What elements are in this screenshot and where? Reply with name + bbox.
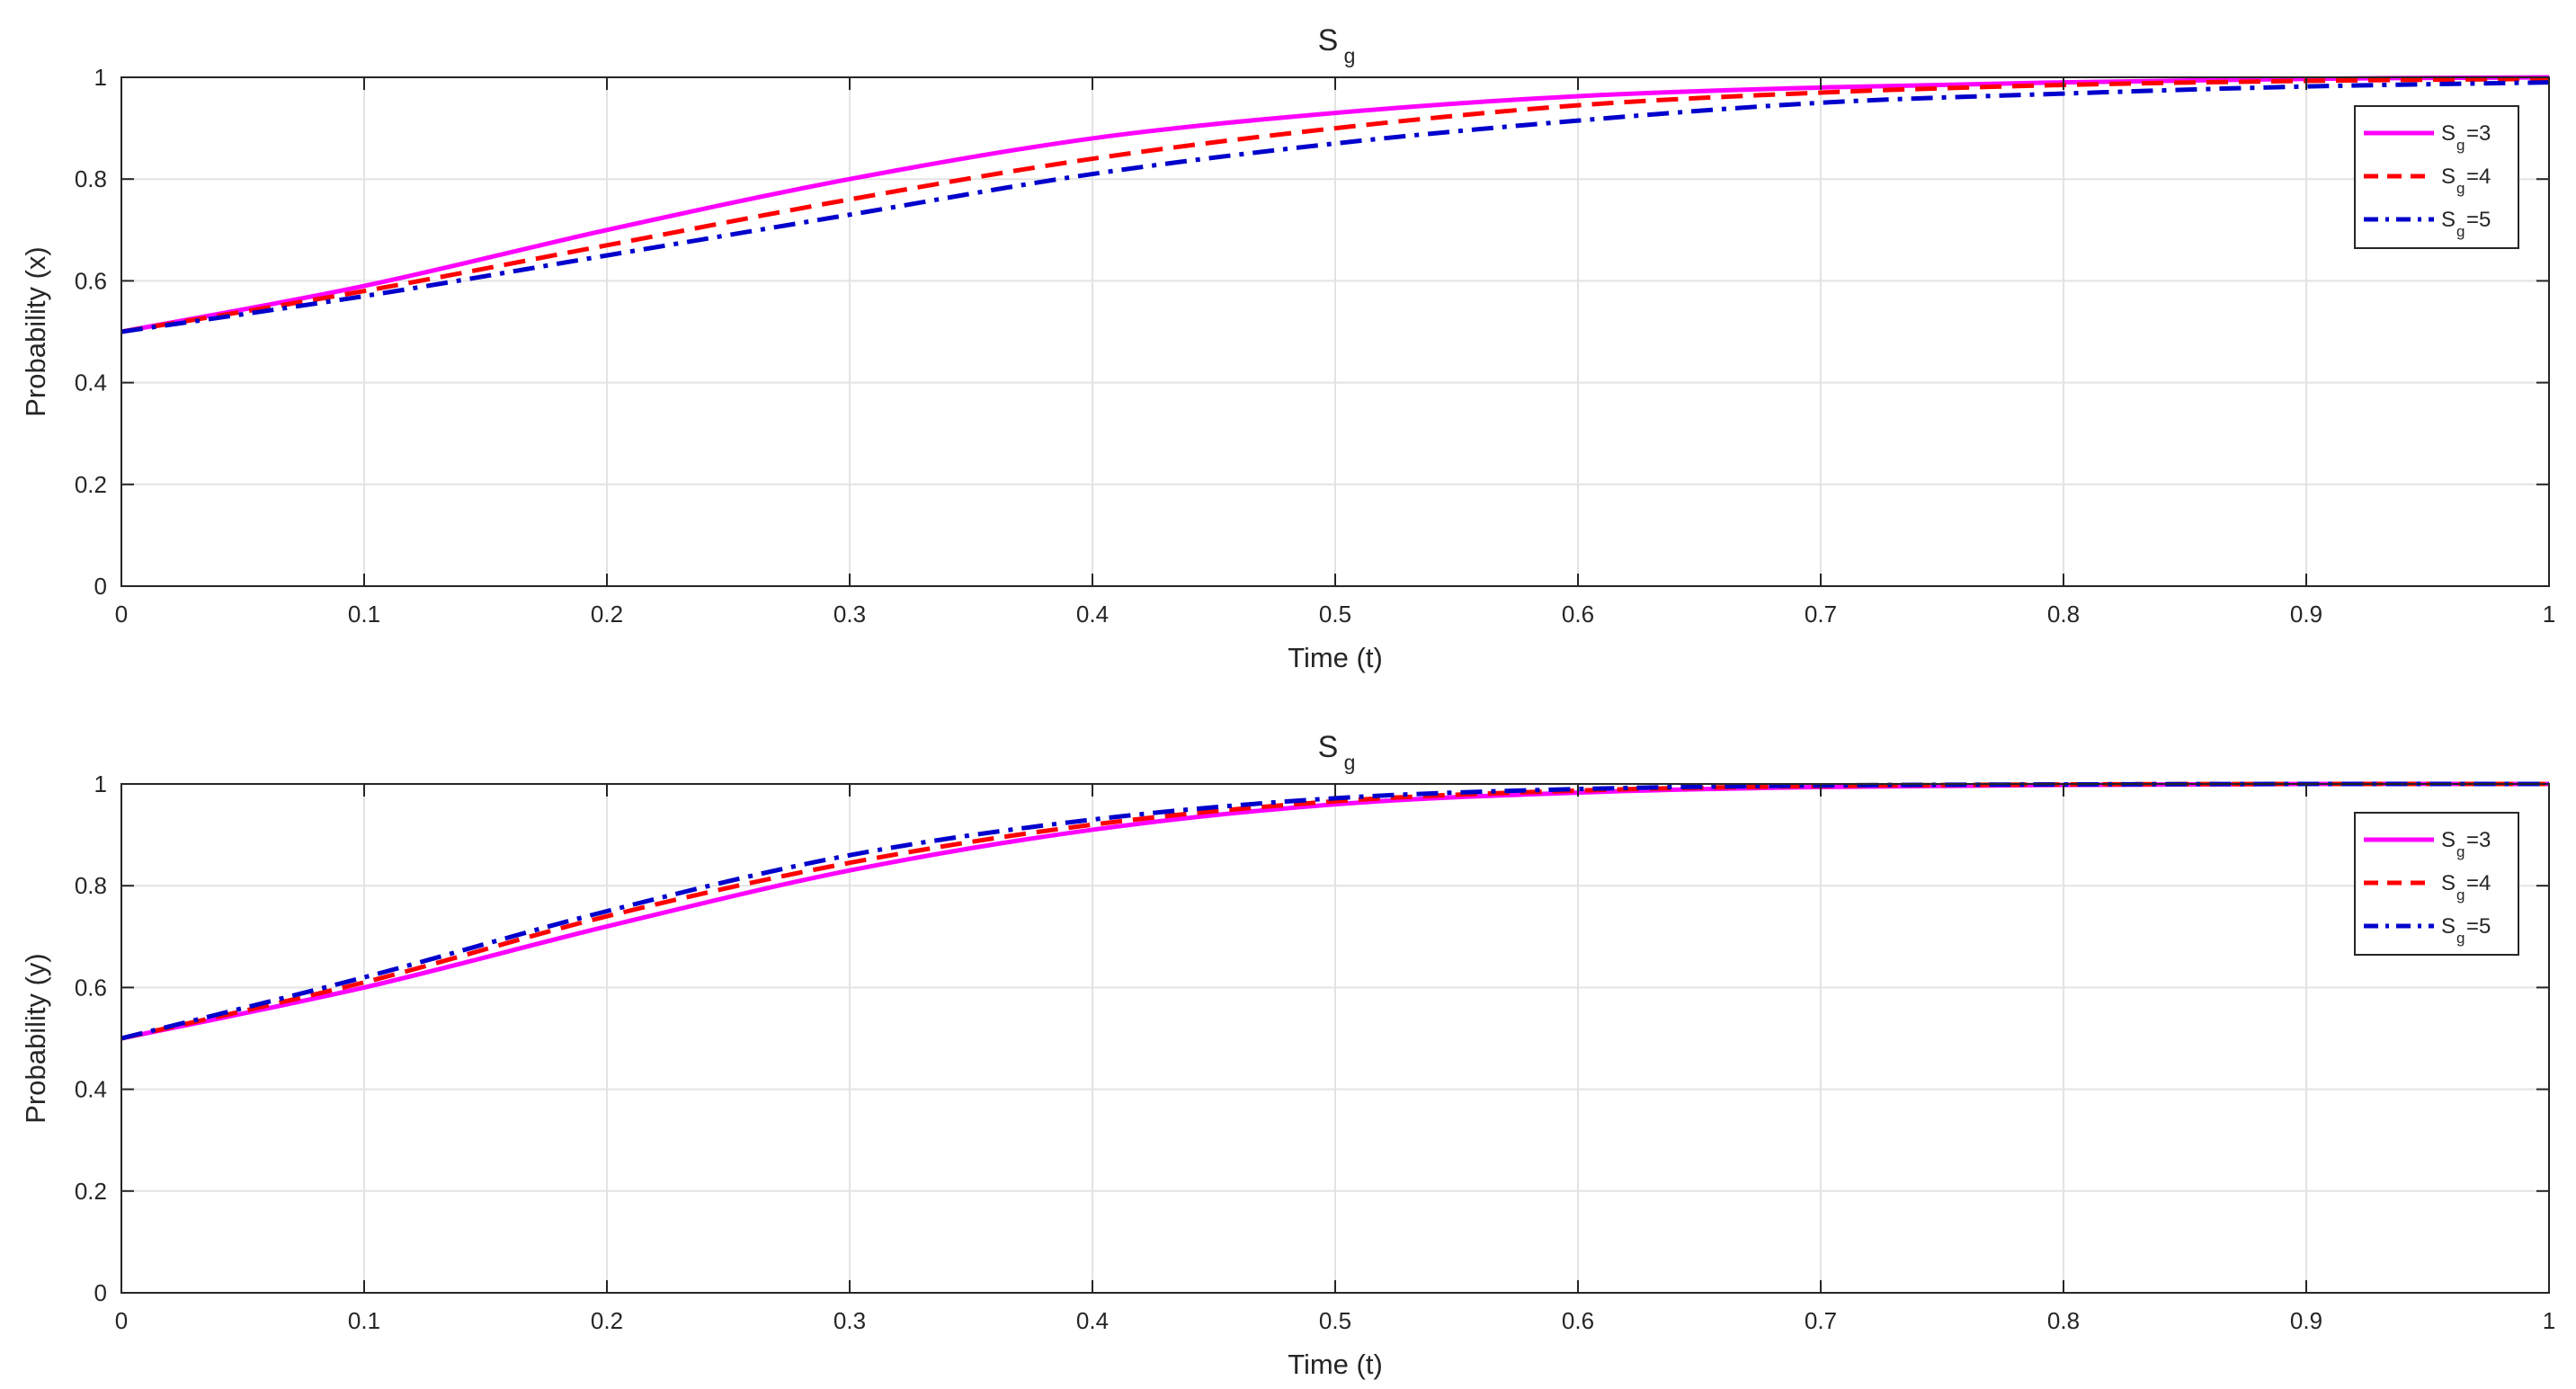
legend-box (2354, 812, 2519, 956)
x-tick-label: 0.1 (348, 601, 380, 628)
x-tick-label: 0 (115, 601, 128, 628)
x-tick-label: 0.9 (2290, 601, 2322, 628)
x-tick-label: 0.5 (1319, 1307, 1351, 1334)
x-tick-label: 1 (2543, 601, 2555, 628)
x-tick-label: 0.9 (2290, 1307, 2322, 1334)
y-axis-label: Probability (x) (20, 246, 51, 417)
x-tick-label: 0.7 (1805, 601, 1837, 628)
y-tick-label: 0 (94, 573, 107, 600)
chart-title: S (1318, 730, 1339, 764)
y-tick-label: 1 (94, 64, 107, 91)
subplot-2: 0 0.1 0.2 0.3 0.4 0.5 0.6 0.7 0.8 0.9 1 0 0.2 0.4 0.6 0… (20, 730, 2555, 1380)
x-tick-label: 0.1 (348, 1307, 380, 1334)
x-tick-label: 1 (2543, 1307, 2555, 1334)
y-tick-label: 0.2 (75, 471, 107, 498)
legend-label-subscript: g (2456, 930, 2465, 947)
y-tick-label: 0.6 (75, 974, 107, 1001)
y-tick-label: 0 (94, 1279, 107, 1306)
y-tick-label: 0.8 (75, 165, 107, 192)
x-tick-label: 0.6 (1562, 601, 1594, 628)
legend-box (2354, 105, 2519, 249)
series-group (121, 75, 2549, 334)
legend-label-value: =4 (2466, 165, 2491, 189)
legend-label-main: S (2441, 914, 2456, 939)
legend-label-main: S (2441, 121, 2456, 146)
legend-label-subscript: g (2456, 137, 2465, 154)
legend-label-subscript: g (2456, 843, 2465, 860)
chart-title-subscript: g (1344, 751, 1356, 774)
x-axis-label: Time (t) (1288, 642, 1383, 673)
legend-label-main: S (2441, 208, 2456, 232)
y-tick-label: 0.4 (75, 1076, 107, 1103)
legend-label-value: =5 (2466, 914, 2491, 939)
legend-label-value: =5 (2466, 208, 2491, 232)
legend-label-subscript: g (2456, 180, 2465, 197)
x-tick-label: 0.2 (591, 601, 623, 628)
series-line-sg3 (121, 75, 2549, 334)
x-tick-label: 0.2 (591, 1307, 623, 1334)
legend-label-value: =3 (2466, 828, 2491, 852)
legend-label-value: =3 (2466, 121, 2491, 146)
x-tick-label: 0.8 (2047, 601, 2080, 628)
legend-label-subscript: g (2456, 886, 2465, 904)
chart-title: S (1318, 23, 1339, 58)
legend-label-main: S (2441, 828, 2456, 852)
x-tick-label: 0.7 (1805, 1307, 1837, 1334)
x-tick-label: 0 (115, 1307, 128, 1334)
x-tick-label: 0.6 (1562, 1307, 1594, 1334)
series-line-sg4 (121, 76, 2549, 334)
series-line-sg5 (121, 80, 2549, 334)
x-tick-label: 0.4 (1076, 1307, 1109, 1334)
y-tick-label: 0.2 (75, 1178, 107, 1205)
chart-title-subscript: g (1344, 44, 1356, 67)
x-axis-label: Time (t) (1288, 1349, 1383, 1380)
legend-label-main: S (2441, 871, 2456, 895)
y-tick-label: 0.8 (75, 872, 107, 899)
x-tick-label: 0.5 (1319, 601, 1351, 628)
legend-label-value: =4 (2466, 871, 2491, 895)
y-tick-label: 1 (94, 770, 107, 797)
legend-label-subscript: g (2456, 223, 2465, 240)
y-axis-label: Probability (y) (20, 953, 51, 1124)
x-tick-label: 0.3 (833, 601, 866, 628)
x-tick-label: 0.8 (2047, 1307, 2080, 1334)
legend-label-main: S (2441, 165, 2456, 189)
x-tick-label: 0.4 (1076, 601, 1109, 628)
subplot-1: 0 0.1 0.2 0.3 0.4 0.5 0.6 0.7 0.8 0.9 1 0 0.2 0.4 0.6 0… (20, 23, 2555, 673)
x-tick-label: 0.3 (833, 1307, 866, 1334)
y-tick-label: 0.6 (75, 267, 107, 294)
y-tick-label: 0.4 (75, 370, 107, 396)
